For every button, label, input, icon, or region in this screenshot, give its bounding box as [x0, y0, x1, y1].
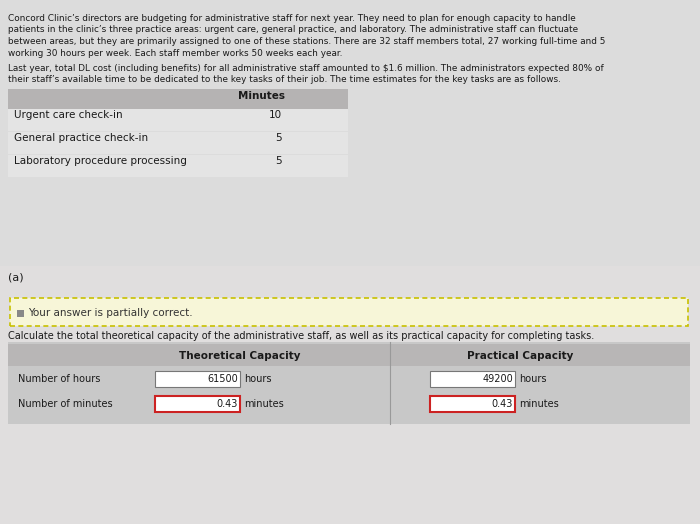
Text: 0.43: 0.43: [216, 399, 238, 409]
Text: Theoretical Capacity: Theoretical Capacity: [179, 351, 301, 361]
Text: minutes: minutes: [519, 399, 559, 409]
Text: working 30 hours per week. Each staff member works 50 weeks each year.: working 30 hours per week. Each staff me…: [8, 49, 342, 58]
Text: Urgent care check-in: Urgent care check-in: [14, 110, 122, 120]
Text: Number of hours: Number of hours: [18, 374, 100, 384]
Bar: [155, 371, 240, 387]
Bar: [430, 396, 515, 412]
Text: their staff’s available time to be dedicated to the key tasks of their job. The : their staff’s available time to be dedic…: [8, 75, 561, 84]
Text: Last year, total DL cost (including benefits) for all administrative staff amoun: Last year, total DL cost (including bene…: [8, 64, 603, 73]
Text: Calculate the total theoretical capacity of the administrative staff, as well as: Calculate the total theoretical capacity…: [8, 331, 594, 341]
Bar: [10, 298, 688, 326]
Text: Concord Clinic’s directors are budgeting for administrative staff for next year.: Concord Clinic’s directors are budgeting…: [8, 14, 575, 23]
Text: patients in the clinic’s three practice areas: urgent care, general practice, an: patients in the clinic’s three practice …: [8, 26, 578, 35]
Text: hours: hours: [244, 374, 272, 384]
Bar: [430, 371, 515, 387]
Text: minutes: minutes: [244, 399, 284, 409]
Bar: [0, 266, 700, 524]
Text: 10: 10: [269, 110, 282, 120]
Text: General practice check-in: General practice check-in: [14, 133, 148, 143]
Bar: [8, 89, 348, 109]
Bar: [155, 396, 240, 412]
Text: (a): (a): [8, 272, 24, 282]
Bar: [8, 132, 348, 154]
Bar: [8, 155, 348, 177]
Text: between areas, but they are primarily assigned to one of these stations. There a: between areas, but they are primarily as…: [8, 37, 606, 46]
Text: 0.43: 0.43: [491, 399, 513, 409]
Text: 5: 5: [275, 133, 282, 143]
Text: Number of minutes: Number of minutes: [18, 399, 113, 409]
Text: 49200: 49200: [482, 374, 513, 384]
Text: hours: hours: [519, 374, 547, 384]
Text: 61500: 61500: [207, 374, 238, 384]
Text: Minutes: Minutes: [238, 91, 285, 101]
Bar: [17, 310, 24, 317]
Text: Your answer is partially correct.: Your answer is partially correct.: [28, 308, 192, 318]
Bar: [0, 0, 700, 266]
Text: Practical Capacity: Practical Capacity: [467, 351, 573, 361]
Bar: [8, 109, 348, 131]
Text: Laboratory procedure processing: Laboratory procedure processing: [14, 156, 187, 166]
Bar: [8, 344, 690, 366]
Bar: [8, 342, 690, 424]
Text: 5: 5: [275, 156, 282, 166]
